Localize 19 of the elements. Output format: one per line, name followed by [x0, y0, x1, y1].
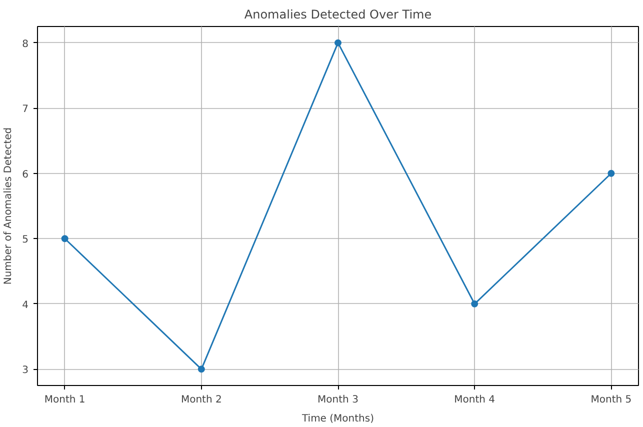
- y-tick-label: 3: [22, 365, 29, 376]
- x-tick-label: Month 2: [180, 394, 222, 406]
- x-tick-label: Month 3: [318, 394, 358, 406]
- point: [608, 170, 615, 177]
- y-tick-label: 4: [22, 300, 29, 311]
- point: [334, 39, 342, 46]
- y-tick-label: 7: [22, 104, 29, 116]
- y-tick-label: 8: [22, 38, 29, 50]
- x-tick-label: Month 1: [44, 394, 86, 406]
- x-tick-label: Month 5: [590, 394, 632, 406]
- x-axis-title: Time (Months): [300, 414, 374, 424]
- point: [471, 300, 478, 308]
- y-tick-label: 5: [22, 234, 29, 246]
- chart-title: Anomalies Detected Over Time: [244, 8, 432, 22]
- y-tick-label: 6: [22, 169, 29, 180]
- x-tick-label: Month 4: [454, 394, 496, 406]
- y-axis-title: Number of Anomalies Detected: [3, 127, 14, 285]
- point: [61, 235, 68, 242]
- point: [198, 366, 205, 373]
